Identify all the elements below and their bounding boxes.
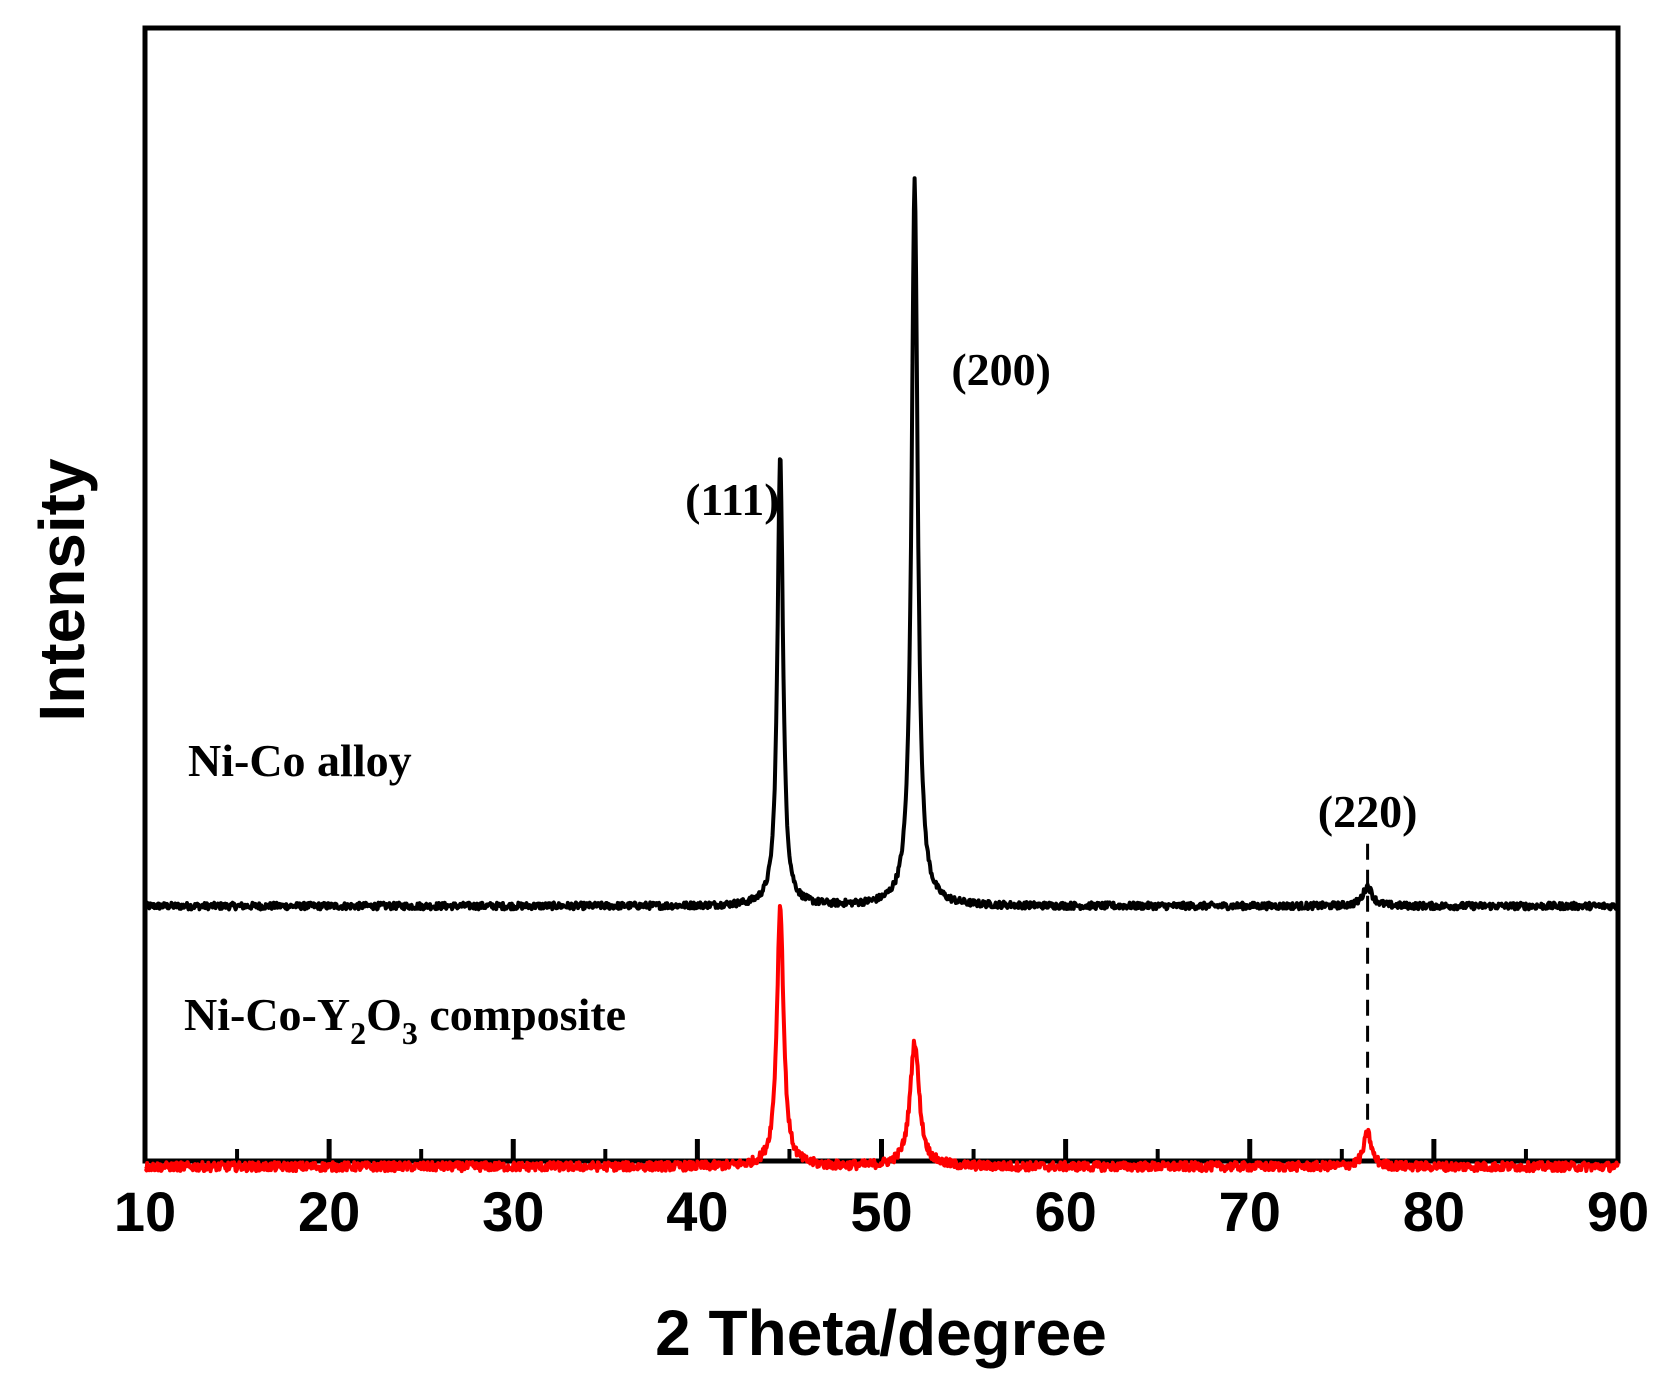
y-axis-title: Intensity [26,458,98,722]
series-label-composite: Ni-Co-Y2O3 composite [184,989,626,1051]
x-tick-label: 80 [1403,1180,1465,1243]
series-label-composite-sub1: 2 [350,1015,366,1051]
x-tick-label: 40 [666,1180,728,1243]
series-line-ni-co-alloy [143,176,1620,912]
series-label-composite-part1: Ni-Co-Y [184,989,350,1040]
x-tick-label: 30 [482,1180,544,1243]
peak-label-220: (220) [1318,786,1418,837]
x-tick-label: 50 [850,1180,912,1243]
series-label-composite-sub2: 3 [402,1015,418,1051]
x-tick-label: 60 [1034,1180,1096,1243]
series-label-alloy: Ni-Co alloy [188,735,412,786]
x-axis-ticks: 10 20 30 40 50 60 70 80 90 [114,1139,1649,1243]
peak-label-111: (111) [685,474,780,525]
series-layer [143,176,1620,1174]
series-label-composite-part3: composite [418,989,626,1040]
series-label-composite-part2: O [366,989,402,1040]
x-axis-title: 2 Theta/degree [655,1297,1107,1369]
series-line-ni-co-y2o3-composite [143,904,1620,1174]
x-tick-label: 90 [1587,1180,1649,1243]
x-tick-label: 70 [1219,1180,1281,1243]
x-tick-label: 20 [298,1180,360,1243]
x-tick-label: 10 [114,1180,176,1243]
peak-label-200: (200) [951,344,1051,395]
